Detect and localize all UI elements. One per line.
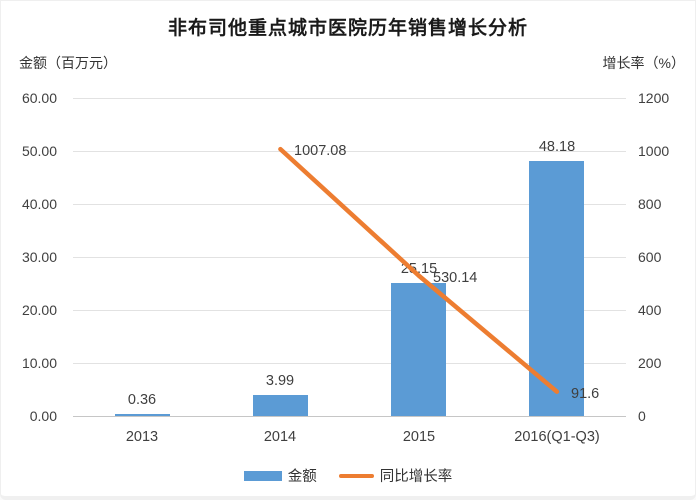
line-swatch-icon <box>338 473 374 478</box>
line-value-label: 91.6 <box>571 386 600 402</box>
right-axis-tick-label: 800 <box>638 196 662 212</box>
right-axis-tick-label: 400 <box>638 302 662 318</box>
legend: 金额 同比增长率 <box>1 465 695 486</box>
left-axis-title: 金额（百万元） <box>19 55 117 71</box>
bar-2016(Q1-Q3) <box>529 161 584 416</box>
line-value-label: 530.14 <box>433 270 478 286</box>
right-axis-tick-label: 1000 <box>638 143 670 159</box>
x-axis-category-label: 2014 <box>263 429 297 445</box>
left-axis-tick-label: 10.00 <box>21 355 57 371</box>
legend-item-growth: 同比增长率 <box>338 465 453 486</box>
right-axis-tick-label: 200 <box>638 355 662 371</box>
left-axis-tick-label: 60.00 <box>21 90 57 106</box>
bar-2015 <box>391 283 446 416</box>
right-axis-tick-label: 1200 <box>638 90 670 106</box>
right-axis-tick-label: 600 <box>638 249 662 265</box>
legend-growth-label: 同比增长率 <box>379 469 453 485</box>
left-axis-tick-label: 0.00 <box>29 408 57 424</box>
gridline <box>73 98 626 99</box>
left-axis-tick-label: 30.00 <box>21 249 57 265</box>
legend-amount-label: 金额 <box>287 469 317 485</box>
left-axis-tick-label: 20.00 <box>21 302 57 318</box>
bar-2014 <box>253 395 308 416</box>
bar-value-label: 48.18 <box>538 139 576 155</box>
right-axis-tick-label: 0 <box>638 408 646 424</box>
bar-2013 <box>115 414 170 416</box>
right-axis-title: 增长率（%） <box>602 55 685 71</box>
x-axis-line <box>73 416 626 417</box>
bar-swatch-icon <box>243 470 282 481</box>
x-axis-category-label: 2015 <box>402 429 436 445</box>
chart-title: 非布司他重点城市医院历年销售增长分析 <box>167 18 528 39</box>
x-axis-category-label: 2016(Q1-Q3) <box>514 429 600 445</box>
line-value-label: 1007.08 <box>294 143 347 159</box>
legend-item-amount: 金额 <box>243 465 317 486</box>
left-axis-tick-label: 50.00 <box>21 143 57 159</box>
x-axis-category-label: 2013 <box>125 429 159 445</box>
left-axis-tick-label: 40.00 <box>21 196 57 212</box>
bar-value-label: 0.36 <box>127 392 157 408</box>
bar-value-label: 3.99 <box>265 373 295 389</box>
